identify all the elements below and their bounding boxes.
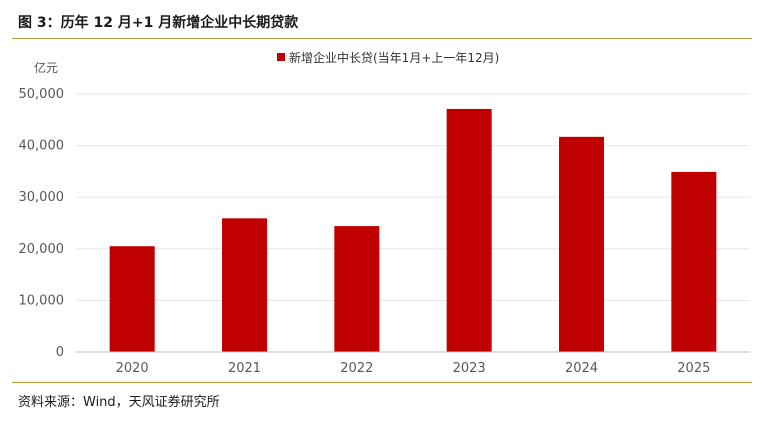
bars xyxy=(109,108,717,353)
figure-title: 图 3：历年 12 月+1 月新增企业中长期贷款 xyxy=(18,15,299,31)
y-tick-label: 10,000 xyxy=(19,293,65,308)
x-tick-label: 2023 xyxy=(453,361,486,376)
y-axis-ticks: 0 10,000 20,000 30,000 40,000 50,000 xyxy=(19,87,65,360)
x-tick-label: 2025 xyxy=(677,361,710,376)
bar-2025 xyxy=(671,171,717,352)
y-axis-unit-label: 亿元 xyxy=(34,60,58,75)
x-axis-ticks: 2020 2021 2022 2023 2024 2025 xyxy=(116,361,711,376)
y-tick-label: 50,000 xyxy=(19,87,65,102)
bar-chart: 亿元 新增企业中长贷(当年1月+上一年12月) 0 10,000 20,000 30,… xyxy=(19,50,750,376)
x-tick-label: 2022 xyxy=(340,361,373,376)
gridlines xyxy=(76,93,750,301)
bar-2022 xyxy=(334,226,380,352)
y-tick-label: 30,000 xyxy=(19,190,65,205)
bar-2024 xyxy=(559,136,604,352)
x-tick-label: 2020 xyxy=(116,361,149,376)
y-tick-label: 20,000 xyxy=(19,242,65,257)
top-divider xyxy=(12,38,752,39)
bottom-divider xyxy=(12,382,752,383)
legend-swatch xyxy=(277,53,285,61)
y-tick-label: 0 xyxy=(56,345,64,360)
y-tick-label: 40,000 xyxy=(19,139,65,154)
legend-label: 新增企业中长贷(当年1月+上一年12月) xyxy=(289,50,499,65)
x-tick-label: 2024 xyxy=(565,361,598,376)
source-note: 资料来源：Wind，天风证券研究所 xyxy=(18,395,220,410)
bar-2023 xyxy=(446,108,492,353)
legend: 新增企业中长贷(当年1月+上一年12月) xyxy=(277,50,499,65)
x-tick-label: 2021 xyxy=(228,361,261,376)
bar-2020 xyxy=(109,246,155,352)
bar-2021 xyxy=(222,218,267,352)
